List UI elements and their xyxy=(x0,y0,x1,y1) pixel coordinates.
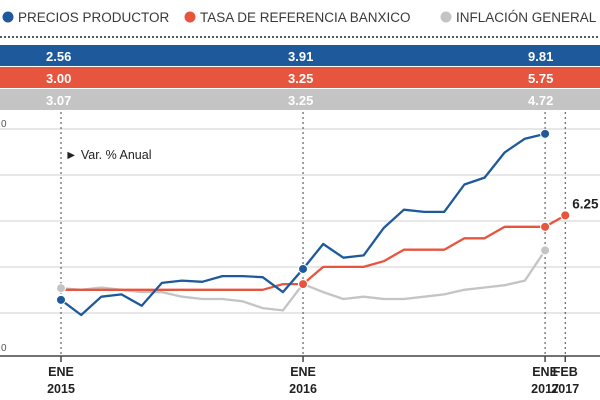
band-inflacion-value-2017: 4.72 xyxy=(528,93,553,108)
band-productor-value-2015: 2.56 xyxy=(46,49,71,64)
point-marker-productor xyxy=(298,263,309,274)
point-marker-banxico xyxy=(540,221,551,232)
point-marker-banxico xyxy=(298,279,309,290)
band-productor-value-2017: 9.81 xyxy=(528,49,553,64)
band-productor xyxy=(0,45,600,66)
legend-inflacion-dot xyxy=(440,11,452,23)
chart-note: ► Var. % Anual xyxy=(65,148,152,162)
gridlines xyxy=(0,128,600,314)
legend: PRECIOS PRODUCTOR TASA DE REFERENCIA BAN… xyxy=(2,10,597,25)
point-marker-productor xyxy=(56,294,66,305)
x-tick-label-month: ENE xyxy=(532,365,558,379)
x-tick-label-year: 2017 xyxy=(531,382,559,396)
band-productor-value-2016: 3.91 xyxy=(288,49,313,64)
legend-productor-dot xyxy=(2,11,14,23)
value-bands: 2.56 3.91 9.81 3.00 3.25 5.75 3.07 3.25 … xyxy=(0,45,600,110)
band-banxico xyxy=(0,67,600,88)
vertical-guides xyxy=(60,112,566,356)
band-inflacion-value-2015: 3.07 xyxy=(46,93,71,108)
band-banxico-value-2017: 5.75 xyxy=(528,71,553,86)
band-banxico-value-2016: 3.25 xyxy=(288,71,313,86)
band-banxico-value-2015: 3.00 xyxy=(46,71,71,86)
point-marker-banxico xyxy=(560,210,571,221)
legend-banxico-label: TASA DE REFERENCIA BANXICO xyxy=(200,10,411,25)
x-tick-label-year: 2015 xyxy=(47,382,75,396)
y-tick-label-top: 0 xyxy=(1,119,7,130)
band-inflacion xyxy=(0,89,600,110)
legend-productor-label: PRECIOS PRODUCTOR xyxy=(18,10,170,25)
legend-banxico-dot xyxy=(184,11,196,23)
x-tick-label-month: ENE xyxy=(48,365,74,379)
point-marker-inflacion xyxy=(540,245,551,256)
x-tick-label-year: 2017 xyxy=(551,382,579,396)
point-marker-productor xyxy=(540,128,551,139)
y-tick-label-bottom: 0 xyxy=(1,343,7,354)
x-tick-label-month: FEB xyxy=(553,365,578,379)
series-line-banxico xyxy=(61,214,566,291)
legend-inflacion-label: INFLACIÓN GENERAL xyxy=(456,10,597,25)
point-marker-inflacion xyxy=(56,283,66,294)
x-axis-ticks: ENE 2015 ENE 2016 ENE 2017 FEB 2017 xyxy=(47,356,579,396)
x-tick-label-month: ENE xyxy=(290,365,316,379)
band-inflacion-value-2016: 3.25 xyxy=(288,93,313,108)
series-layer xyxy=(56,128,571,317)
x-tick-label-year: 2016 xyxy=(289,382,317,396)
callout-label: 6.25 xyxy=(572,196,599,211)
